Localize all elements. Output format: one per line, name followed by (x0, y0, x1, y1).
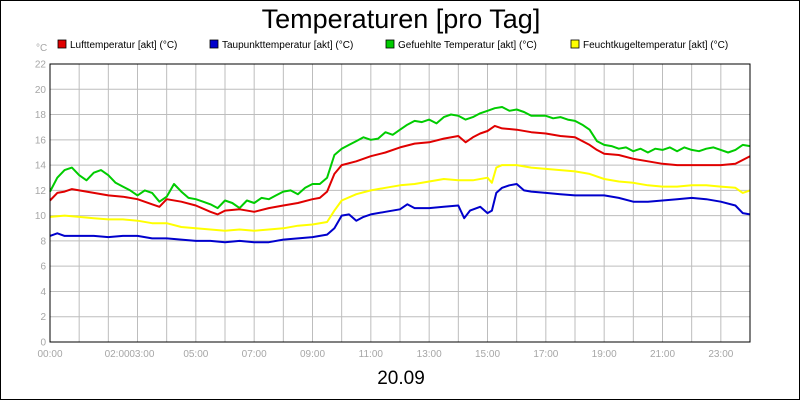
grid (49, 63, 751, 343)
series-lines (49, 106, 751, 244)
date-label: 20.09 (377, 368, 425, 389)
y-tick-label: 4 (40, 287, 46, 298)
y-tick-label: 20 (35, 85, 47, 96)
y-tick-label: 14 (35, 161, 47, 172)
legend-swatch (385, 39, 395, 49)
x-tick-label: 00:00 (37, 349, 62, 360)
x-tick-label: 09:00 (300, 349, 325, 360)
x-tick-label: 13:00 (417, 349, 442, 360)
y-tick-label: 2 (40, 312, 46, 323)
y-tick-label: 6 (40, 262, 46, 273)
x-tick-labels: 00:00 02:00 03:00 05:00 07:00 09:00 11:00 13:00… (37, 349, 733, 360)
x-tick-label: 19:00 (592, 349, 617, 360)
y-tick-label: 12 (35, 186, 47, 197)
legend-swatch (57, 39, 67, 49)
y-tick-labels: 0 2 4 6 8 10 12 14 16 18 20 22 (35, 60, 47, 349)
x-tick-label: 05:00 (183, 349, 208, 360)
y-tick-label: 18 (35, 110, 47, 121)
legend-item: Gefuehlte Temperatur [akt] (°C) (385, 39, 537, 51)
plot-border (49, 63, 751, 343)
legend-label: Taupunkttemperatur [akt] (°C) (222, 40, 353, 51)
legend-swatch (570, 39, 580, 49)
series-line-dew-point (49, 183, 751, 244)
x-tick-label: 03:00 (129, 349, 154, 360)
legend: Lufttemperatur [akt] (°C) Taupunkttempera… (57, 39, 728, 51)
y-tick-label: 0 (40, 338, 46, 349)
y-tick-label: 16 (35, 135, 47, 146)
series-line-wet-bulb-temperature (49, 164, 751, 232)
series-line-felt-temperature (49, 106, 751, 210)
legend-swatch (209, 39, 219, 49)
legend-item: Lufttemperatur [akt] (°C) (57, 39, 177, 51)
x-tick-label: 23:00 (708, 349, 733, 360)
y-tick-label: 22 (35, 60, 47, 71)
x-tick-label: 21:00 (650, 349, 675, 360)
x-tick-label: 07:00 (242, 349, 267, 360)
legend-label: Feuchtkugeltemperatur [akt] (°C) (583, 40, 728, 51)
y-tick-label: 10 (35, 211, 47, 222)
legend-label: Lufttemperatur [akt] (°C) (70, 40, 177, 51)
series-line-air-temperature (49, 124, 751, 216)
x-tick-label: 02:00 (105, 349, 130, 360)
x-tick-label: 17:00 (533, 349, 558, 360)
y-tick-label: 8 (40, 236, 46, 247)
x-tick-label: 11:00 (359, 349, 384, 360)
x-tick-label: 15:00 (475, 349, 500, 360)
legend-label: Gefuehlte Temperatur [akt] (°C) (398, 40, 537, 51)
legend-item: Taupunkttemperatur [akt] (°C) (209, 39, 353, 51)
chart-title: Temperaturen [pro Tag] (261, 4, 541, 34)
legend-item: Feuchtkugeltemperatur [akt] (°C) (570, 39, 728, 51)
y-unit-label: °C (36, 43, 47, 54)
